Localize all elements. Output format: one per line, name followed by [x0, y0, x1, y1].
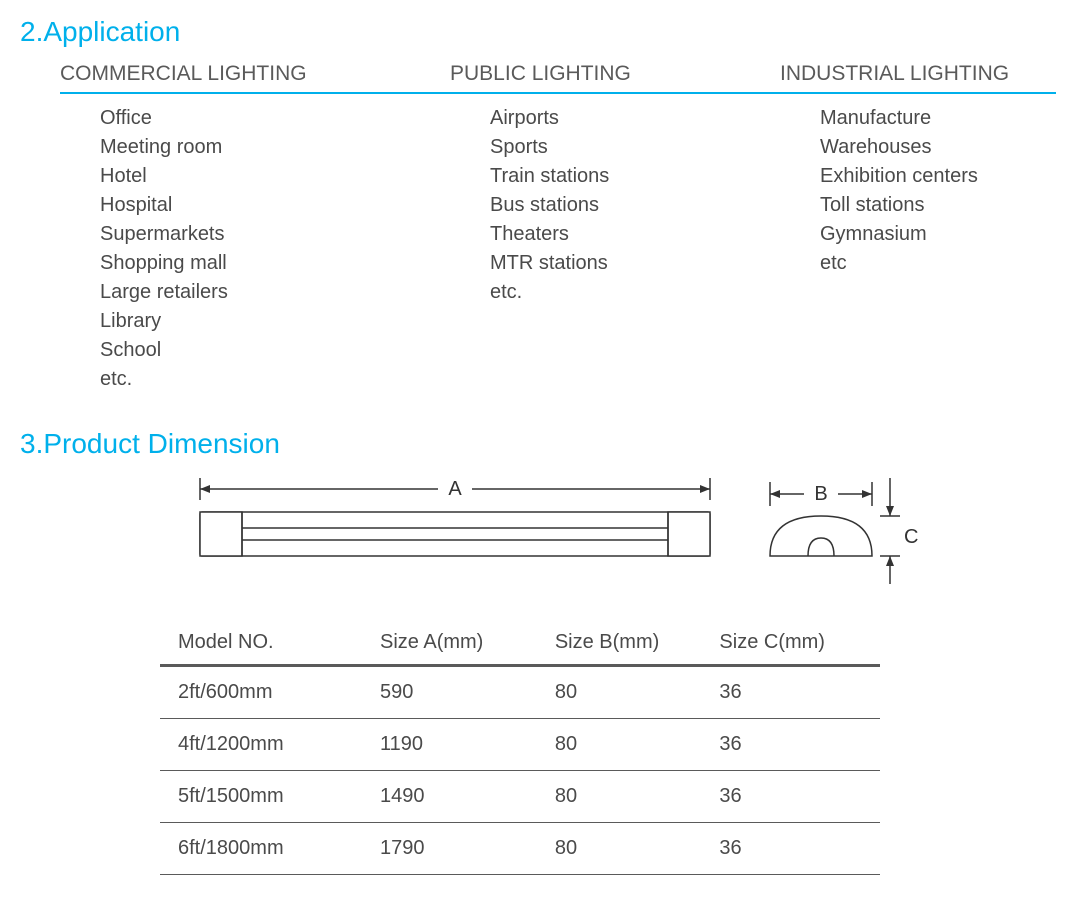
dim-label-b: B: [814, 483, 827, 505]
table-header-row: Model NO. Size A(mm) Size B(mm) Size C(m…: [160, 623, 880, 666]
application-headers-row: COMMERCIAL LIGHTING PUBLIC LIGHTING INDU…: [60, 62, 1056, 94]
table-row: 2ft/600mm 590 80 36: [160, 666, 880, 719]
app-list-industrial: Manufacture Warehouses Exhibition center…: [820, 104, 1056, 394]
cell-a: 1490: [376, 771, 551, 823]
list-item: Hospital: [100, 191, 490, 220]
cell-a: 590: [376, 666, 551, 719]
list-item: MTR stations: [490, 249, 820, 278]
cell-b: 80: [551, 823, 716, 875]
application-lists-row: Office Meeting room Hotel Hospital Super…: [100, 94, 1056, 394]
list-item: etc.: [100, 365, 490, 394]
list-item: Hotel: [100, 162, 490, 191]
app-list-commercial: Office Meeting room Hotel Hospital Super…: [100, 104, 490, 394]
app-col-header-industrial: INDUSTRIAL LIGHTING: [780, 62, 1056, 86]
list-item: Meeting room: [100, 133, 490, 162]
col-model: Model NO.: [160, 623, 376, 666]
dim-label-a: A: [448, 478, 462, 500]
list-item: Gymnasium: [820, 220, 1056, 249]
list-item: Manufacture: [820, 104, 1056, 133]
dimension-diagram: A B C: [180, 478, 930, 593]
list-item: Theaters: [490, 220, 820, 249]
cell-b: 80: [551, 719, 716, 771]
cell-c: 36: [715, 771, 880, 823]
col-size-b: Size B(mm): [551, 623, 716, 666]
section-2-heading: 2.Application: [20, 16, 1056, 48]
list-item: Office: [100, 104, 490, 133]
cell-c: 36: [715, 719, 880, 771]
cell-c: 36: [715, 666, 880, 719]
cell-model: 4ft/1200mm: [160, 719, 376, 771]
list-item: etc.: [490, 278, 820, 307]
table-row: 6ft/1800mm 1790 80 36: [160, 823, 880, 875]
list-item: School: [100, 336, 490, 365]
dimension-table: Model NO. Size A(mm) Size B(mm) Size C(m…: [160, 623, 880, 875]
list-item: Bus stations: [490, 191, 820, 220]
app-col-header-commercial: COMMERCIAL LIGHTING: [60, 62, 450, 86]
cell-model: 2ft/600mm: [160, 666, 376, 719]
list-item: Supermarkets: [100, 220, 490, 249]
col-size-a: Size A(mm): [376, 623, 551, 666]
cell-a: 1790: [376, 823, 551, 875]
cell-model: 6ft/1800mm: [160, 823, 376, 875]
cell-b: 80: [551, 771, 716, 823]
app-col-header-public: PUBLIC LIGHTING: [450, 62, 780, 86]
col-size-c: Size C(mm): [715, 623, 880, 666]
list-item: etc: [820, 249, 1056, 278]
list-item: Toll stations: [820, 191, 1056, 220]
cell-a: 1190: [376, 719, 551, 771]
list-item: Train stations: [490, 162, 820, 191]
app-list-public: Airports Sports Train stations Bus stati…: [490, 104, 820, 394]
section-3-heading: 3.Product Dimension: [20, 428, 1056, 460]
dimension-svg: A B C: [180, 478, 930, 588]
table-row: 4ft/1200mm 1190 80 36: [160, 719, 880, 771]
list-item: Library: [100, 307, 490, 336]
list-item: Airports: [490, 104, 820, 133]
cell-c: 36: [715, 823, 880, 875]
list-item: Shopping mall: [100, 249, 490, 278]
list-item: Sports: [490, 133, 820, 162]
cell-b: 80: [551, 666, 716, 719]
list-item: Warehouses: [820, 133, 1056, 162]
list-item: Exhibition centers: [820, 162, 1056, 191]
dim-label-c: C: [904, 526, 918, 548]
table-row: 5ft/1500mm 1490 80 36: [160, 771, 880, 823]
list-item: Large retailers: [100, 278, 490, 307]
cell-model: 5ft/1500mm: [160, 771, 376, 823]
